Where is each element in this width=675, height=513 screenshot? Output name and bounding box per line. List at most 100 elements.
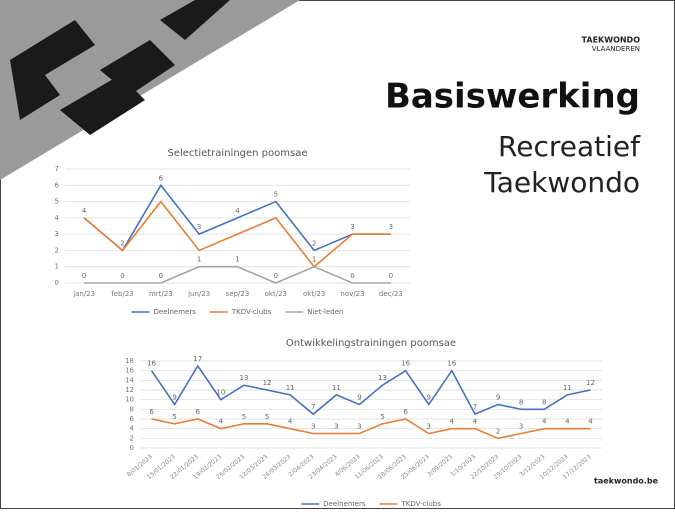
y-tick-label: 4 [55,214,60,222]
legend-label: TKDV-clubs [231,308,272,316]
x-tick-label: dec/23 [379,290,403,298]
data-label: 6 [149,408,154,416]
y-tick-label: 0 [130,444,134,452]
data-label: 12 [263,379,272,387]
data-label: 3 [389,223,393,231]
data-label: 16 [147,360,156,368]
y-tick-label: 0 [55,279,59,287]
data-label: 4 [473,418,478,426]
x-tick-label: nov/23 [340,290,364,298]
chart-title: Selectietrainingen poomsae [167,148,307,159]
x-tick-label: jan/23 [72,290,95,298]
logo-graphic [0,0,300,180]
y-tick-label: 6 [55,181,60,189]
y-tick-label: 10 [125,396,134,404]
legend: Deelnemers TKDV-clubs [301,500,441,508]
data-label: 5 [274,191,278,199]
legend-label: TKDV-clubs [400,500,441,508]
series-line [84,265,391,284]
y-tick-label: 6 [130,415,135,423]
data-label: 0 [389,272,393,280]
data-label: 3 [197,223,201,231]
data-label: 4 [588,418,593,426]
data-label: 1 [197,256,201,264]
slide-title: Basiswerking [385,77,640,117]
data-label: 3 [350,223,354,231]
data-label: 3 [334,423,338,431]
data-label: 16 [447,360,456,368]
footer: taekwondo.be [594,477,659,486]
x-tick-label: okt/23 [265,290,287,298]
data-label: 8 [519,398,523,406]
data-label: 3 [427,423,431,431]
y-tick-label: 1 [55,263,59,271]
series-line [150,364,591,416]
data-label: 4 [235,207,240,215]
y-tick-label: 7 [55,165,59,173]
data-label: 17 [193,355,202,363]
legend-label: Deelnemers [154,308,197,316]
data-label: 4 [565,418,570,426]
y-tick-label: 18 [125,357,134,365]
x-tick-label: sep/23 [226,290,250,298]
data-label: 4 [82,207,87,215]
x-tick-label: feb/23 [111,290,133,298]
series-line [83,200,391,268]
y-tick-label: 5 [55,198,59,206]
y-tick-label: 14 [125,376,134,384]
series-line [151,418,591,440]
data-label: 8 [542,398,546,406]
y-tick-label: 16 [125,367,134,375]
data-label: 4 [288,418,293,426]
data-label: 9 [427,394,431,402]
data-label: 0 [159,272,163,280]
data-label: 11 [332,384,341,392]
data-label: 16 [401,360,410,368]
data-label: 7 [311,403,315,411]
data-label: 1 [312,256,316,264]
legend: Deelnemers TKDV-clubs Niet-leden [131,308,343,316]
data-label: 5 [242,413,246,421]
data-label: 4 [219,418,224,426]
data-label: 10 [216,389,225,397]
data-label: 1 [235,256,239,264]
data-label: 0 [274,272,278,280]
slide-subtitle: Recreatief [498,130,641,163]
data-label: 13 [239,374,248,382]
logo-text: VLAANDEREN [592,45,640,53]
data-label: 6 [159,174,164,182]
data-label: 6 [196,408,201,416]
data-label: 5 [265,413,269,421]
data-label: 3 [519,423,523,431]
x-tick-label: mrt/23 [149,290,173,298]
legend-label: Niet-leden [307,308,343,316]
data-label: 2 [312,239,316,247]
data-label: 0 [120,272,124,280]
data-label: 0 [82,272,86,280]
data-label: 7 [473,403,477,411]
chart-title: Ontwikkelingstrainingen poomsae [286,338,456,349]
y-tick-label: 4 [130,425,135,433]
data-label: 5 [380,413,384,421]
y-tick-label: 2 [130,434,134,442]
data-label: 3 [357,423,361,431]
data-label: 0 [350,272,354,280]
data-label: 6 [403,408,408,416]
data-label: 13 [378,374,387,382]
data-label: 2 [120,239,124,247]
data-label: 2 [496,427,500,435]
legend-label: Deelnemers [323,500,366,508]
y-tick-label: 3 [55,230,59,238]
x-tick-label: jun/23 [187,290,210,298]
data-label: 12 [586,379,595,387]
series-line [83,183,391,252]
y-tick-label: 2 [55,246,59,254]
data-label: 11 [563,384,572,392]
x-tick-label: okt/23 [303,290,325,298]
slide-subtitle: Taekwondo [483,166,640,199]
data-label: 4 [450,418,455,426]
logo-text: TAEKWONDO [582,36,641,45]
data-label: 9 [172,394,176,402]
data-label: 11 [286,384,295,392]
